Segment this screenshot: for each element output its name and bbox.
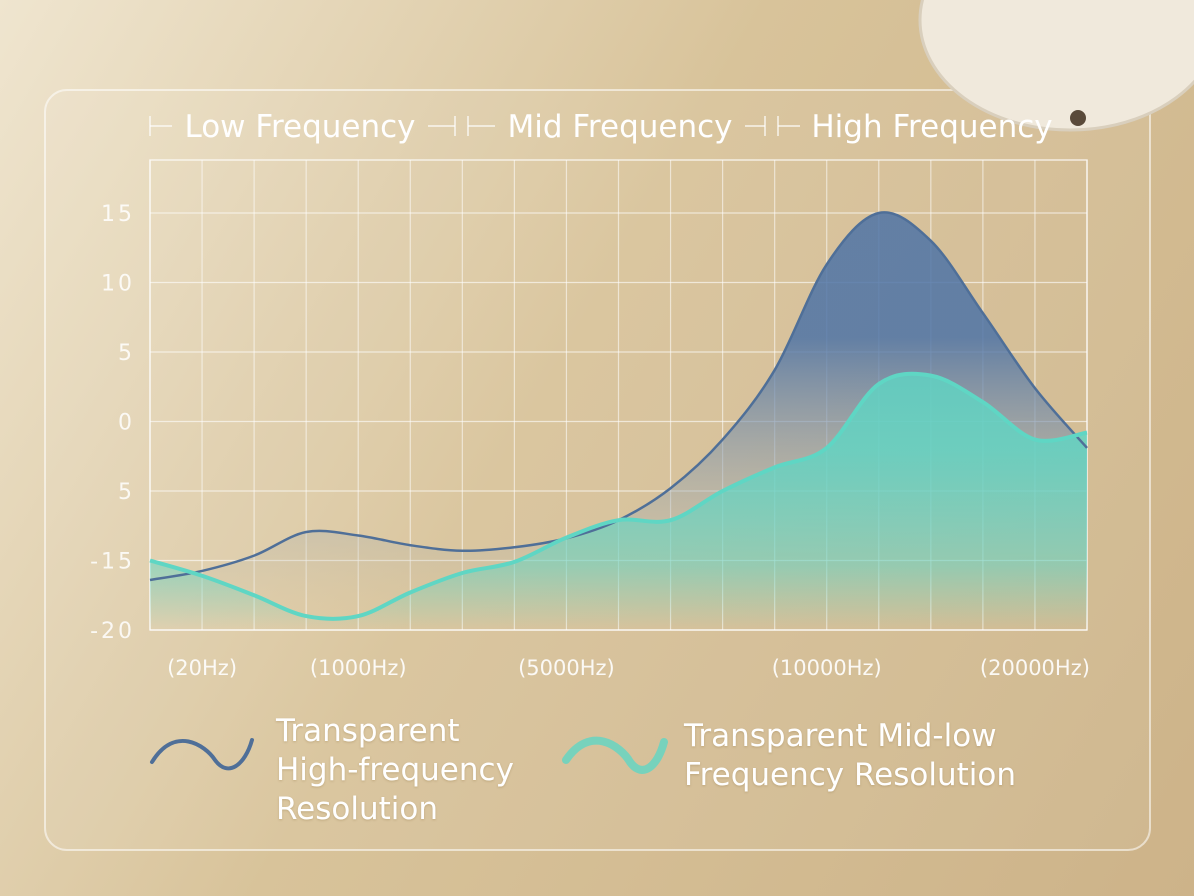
earbud xyxy=(918,0,1194,132)
x-tick-label: (5000Hz) xyxy=(518,656,615,680)
legend-icon xyxy=(562,736,668,774)
x-tick-label: (20000Hz) xyxy=(980,656,1090,680)
y-tick-label: 0 xyxy=(118,411,135,436)
band-label: Mid Frequency xyxy=(507,109,732,145)
x-tick-label: (20Hz) xyxy=(167,656,237,680)
earbud-port xyxy=(1070,110,1086,126)
y-tick-label: 10 xyxy=(101,272,135,297)
line xyxy=(149,211,1088,582)
x-tick-label: (1000Hz) xyxy=(310,656,407,680)
x-tick-label: (10000Hz) xyxy=(772,656,882,680)
legend-label: Transparent High-frequency Resolution xyxy=(276,713,514,827)
band-label: High Frequency xyxy=(811,109,1052,145)
legend-icon xyxy=(150,738,254,771)
line xyxy=(149,371,1088,621)
band-label: Low Frequency xyxy=(184,109,415,145)
y-tick-label: 5 xyxy=(118,480,135,505)
y-tick-label: 15 xyxy=(101,202,135,227)
y-tick-label: 5 xyxy=(118,341,135,366)
area xyxy=(150,373,1087,630)
header-brackets xyxy=(149,116,800,136)
y-tick-label: -15 xyxy=(90,550,135,575)
legend-label: Transparent Mid-low Frequency Resolution xyxy=(684,718,1016,793)
y-tick-label: -20 xyxy=(90,619,135,644)
